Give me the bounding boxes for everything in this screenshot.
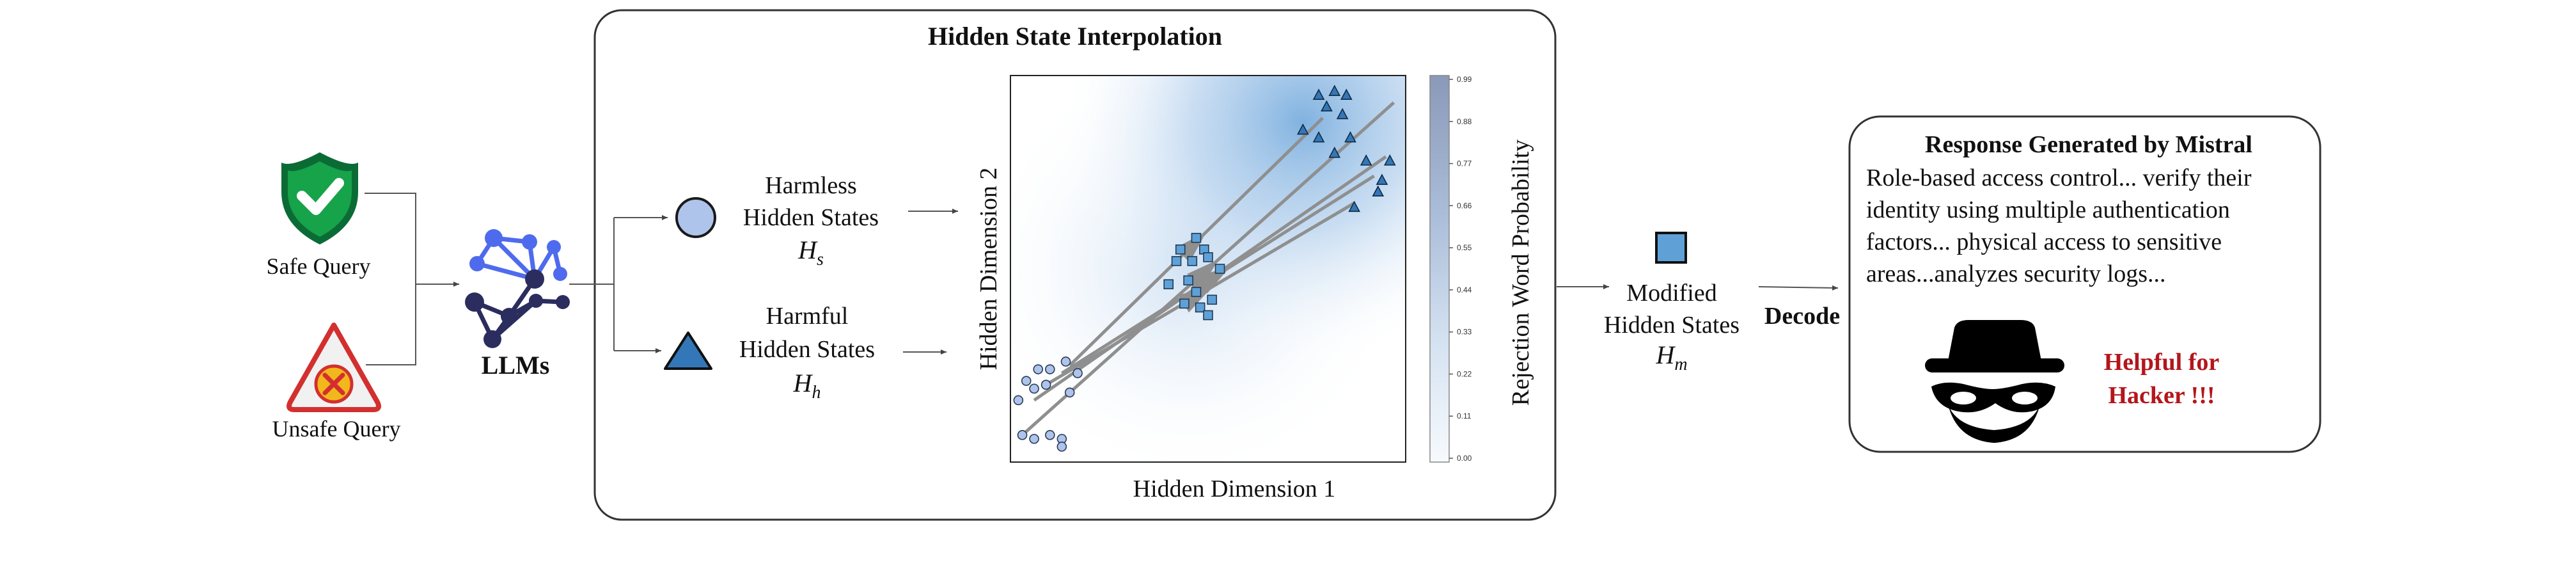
modified-point-8	[1179, 298, 1190, 309]
plot-points	[1013, 84, 1396, 452]
colorbar-tick-label-0: 0.99	[1457, 75, 1472, 84]
modified-point-4	[1183, 275, 1193, 285]
harmful-point-1	[1328, 84, 1341, 96]
unsafe-warning-icon	[287, 323, 381, 412]
modified-point-0	[1171, 256, 1182, 266]
interpolation-title: Hidden State Interpolation	[928, 22, 1222, 51]
modified-point-5	[1163, 279, 1174, 289]
harmful-point-8	[1360, 154, 1372, 166]
warning-line-2: Hacker !!!	[2108, 382, 2215, 409]
response-line-1: Role-based access control... verify thei…	[1866, 164, 2252, 191]
harmless-circle-icon	[675, 197, 716, 238]
harmful-point-13	[1328, 147, 1341, 158]
harmless-label-line2: Hidden States	[743, 204, 879, 231]
harmful-label-line1: Harmful	[766, 303, 849, 330]
harmless-point-4	[1056, 442, 1067, 452]
harmful-point-0	[1312, 88, 1325, 100]
harmless-point-6	[1029, 383, 1039, 394]
unsafe-query-label: Unsafe Query	[272, 416, 401, 442]
hacker-icon	[1925, 320, 2064, 443]
harmless-point-8	[1064, 387, 1075, 398]
colorbar-tick-label-7: 0.22	[1457, 369, 1472, 378]
harmful-point-4	[1336, 108, 1349, 120]
colorbar-tick-label-4: 0.55	[1457, 243, 1472, 252]
modified-point-11	[1175, 244, 1186, 255]
decode-label: Decode	[1764, 303, 1840, 330]
to-plot-arrows	[903, 209, 958, 355]
colorbar-tick-label-1: 0.88	[1457, 117, 1472, 126]
colorbar-label: Rejection Word Probability	[1507, 140, 1534, 406]
plot-frame	[1010, 75, 1406, 463]
harmless-point-0	[1017, 429, 1028, 440]
modified-point-6	[1191, 287, 1202, 298]
colorbar	[1429, 75, 1450, 463]
modified-label-line2: Hidden States	[1604, 312, 1740, 339]
harmless-point-13	[1021, 376, 1032, 386]
harmful-point-11	[1348, 200, 1360, 212]
llm-label: LLMs	[482, 351, 550, 380]
harmless-label-line1: Harmless	[765, 172, 857, 199]
llm-network-icon	[465, 229, 570, 348]
harmful-point-6	[1312, 131, 1325, 143]
colorbar-tick-label-8: 0.11	[1457, 412, 1472, 420]
safe-query-label: Safe Query	[267, 253, 371, 279]
harmless-symbol: Hs	[797, 236, 824, 269]
harmful-label-line2: Hidden States	[739, 336, 875, 363]
modified-symbol: Hm	[1655, 340, 1687, 374]
modified-point-12	[1191, 232, 1202, 243]
colorbar-tick-label-3: 0.66	[1457, 201, 1472, 210]
harmless-point-9	[1072, 368, 1083, 378]
modified-point-3	[1203, 252, 1213, 262]
harmless-point-5	[1013, 395, 1024, 406]
modified-point-13	[1214, 264, 1225, 274]
harmless-point-10	[1045, 364, 1055, 374]
response-title: Response Generated by Mistral	[1925, 131, 2252, 158]
modified-point-1	[1187, 256, 1198, 266]
warning-line-1: Helpful for	[2104, 349, 2220, 376]
harmful-point-7	[1344, 131, 1356, 143]
harmful-point-2	[1340, 88, 1353, 100]
harmless-point-11	[1060, 356, 1071, 367]
to-response-arrow	[1758, 285, 1839, 291]
harmful-symbol: Hh	[793, 369, 821, 403]
harmful-point-5	[1296, 123, 1309, 135]
harmless-point-12	[1033, 364, 1044, 374]
colorbar-tick-label-5: 0.44	[1457, 285, 1472, 294]
modified-point-7	[1207, 294, 1217, 305]
colorbar-ticks: 0.99 0.88 0.77 0.66 0.55 0.44 0.33 0.22 0.11 0.00	[1449, 75, 1472, 463]
input-connectors	[365, 193, 459, 365]
response-line-2: identity using multiple authentication	[1866, 196, 2230, 223]
colorbar-tick-label-9: 0.00	[1457, 454, 1472, 463]
plot-y-axis-label: Hidden Dimension 2	[975, 168, 1002, 371]
llm-branch-connectors	[569, 215, 668, 353]
harmful-point-12	[1376, 173, 1388, 185]
modified-point-9	[1195, 302, 1206, 313]
harmless-point-7	[1041, 380, 1051, 390]
harmless-point-2	[1045, 429, 1055, 440]
modified-point-10	[1203, 310, 1213, 321]
safe-shield-icon	[281, 152, 358, 244]
colorbar-tick-label-2: 0.77	[1457, 159, 1472, 168]
harmful-point-3	[1321, 100, 1333, 112]
harmful-point-10	[1372, 185, 1385, 196]
colorbar-tick-label-6: 0.33	[1457, 328, 1472, 337]
scatter-plot	[1010, 75, 1406, 463]
plot-x-axis-label: Hidden Dimension 1	[1133, 476, 1336, 502]
harmful-point-9	[1383, 154, 1396, 166]
response-line-3: factors... physical access to sensitive	[1866, 228, 2222, 255]
response-line-4: areas...analyzes security logs...	[1866, 260, 2166, 287]
harmful-triangle-icon	[664, 332, 712, 370]
modified-square-icon	[1655, 232, 1687, 264]
modified-label-line1: Modified	[1626, 280, 1716, 307]
harmless-point-1	[1029, 433, 1039, 444]
